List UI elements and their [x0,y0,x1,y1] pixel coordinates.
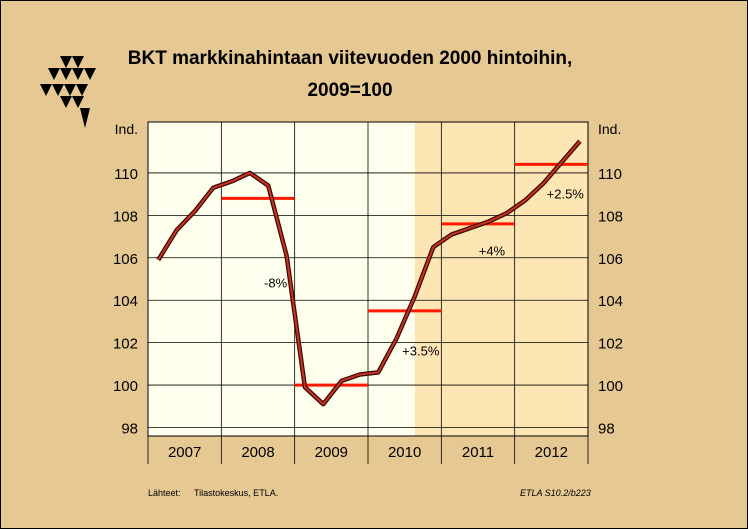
x-year-label: 2009 [315,444,348,461]
y-tick-label-right: 100 [598,378,623,395]
y-axis-label-left: Ind. [115,121,138,137]
growth-label: +4% [479,244,506,259]
growth-label: -8% [264,275,288,290]
source-text: Tilastokeskus, ETLA. [194,488,279,498]
chart-title-line1: BKT markkinahintaan viitevuoden 2000 hin… [127,48,573,69]
x-year-label: 2010 [388,444,421,461]
etla-logo-icon [40,56,96,128]
chart-title-line2: 2009=100 [307,80,393,101]
forecast-period-bg [414,122,588,436]
y-tick-label-left: 100 [113,378,138,395]
x-year-label: 2007 [168,444,201,461]
actual-period-bg [148,122,415,436]
x-year-label: 2011 [462,444,494,461]
y-tick-label-left: 108 [113,208,138,225]
series-line [157,140,581,406]
growth-label: +2.5% [547,186,585,201]
source-label: Lähteet: [148,488,181,498]
y-tick-label-right: 110 [598,166,622,183]
y-tick-label-left: 104 [113,293,138,310]
y-tick-label-left: 98 [121,421,138,438]
y-tick-label-right: 108 [598,208,623,225]
y-axis-label-right: Ind. [598,121,621,137]
y-tick-label-left: 102 [113,336,138,353]
growth-label: +3.5% [402,343,440,358]
y-tick-label-right: 102 [598,336,623,353]
y-tick-label-left: 110 [114,166,138,183]
y-tick-label-right: 104 [598,293,623,310]
plot-border [147,121,589,437]
y-tick-label-left: 106 [113,251,138,268]
chart-code: ETLA S10.2/b223 [520,488,591,498]
x-year-label: 2008 [241,444,274,461]
plot-area: 98 98 100 100 102 102 104 104 106 106 108 108 110 110… [113,121,623,464]
y-tick-label-right: 106 [598,251,623,268]
x-year-label: 2012 [535,444,568,461]
y-tick-label-right: 98 [598,421,615,438]
